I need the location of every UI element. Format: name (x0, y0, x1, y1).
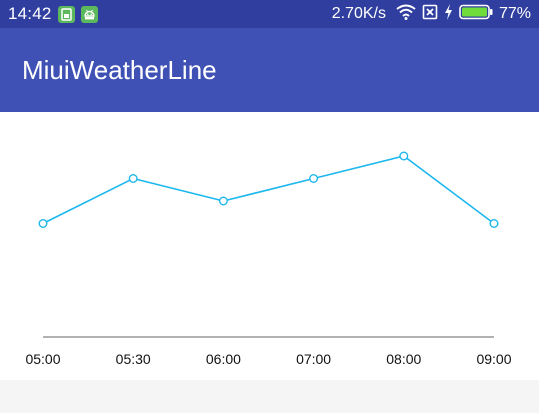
data-point (309, 174, 319, 184)
data-point (218, 196, 228, 206)
series-line-segment (133, 177, 224, 202)
series-line-segment (403, 155, 495, 225)
charging-icon (444, 3, 453, 25)
status-time: 14:42 (8, 4, 52, 23)
x-tick-label: 07:00 (296, 351, 331, 367)
data-point (38, 218, 48, 228)
series-line-segment (42, 177, 134, 225)
bottom-area (0, 380, 539, 413)
data-point (489, 218, 499, 228)
x-tick-label: 09:00 (476, 351, 511, 367)
weather-line-chart: 05:00 05:30 06:00 07:00 08:00 09:00 (25, 151, 512, 367)
chart-card: 05:00 05:30 06:00 07:00 08:00 09:00 (0, 112, 539, 380)
data-point (399, 151, 409, 161)
x-tick-label: 05:00 (25, 351, 60, 367)
x-tick-label: 05:30 (116, 351, 151, 367)
app-title: MiuiWeatherLine (22, 54, 217, 85)
network-speed: 2.70K/s (331, 5, 386, 22)
sim-app-icon (57, 5, 75, 23)
battery-percent: 77% (498, 5, 531, 22)
x-tick-label: 06:00 (206, 351, 241, 367)
wifi-icon (396, 4, 416, 25)
status-bar: 14:42 2.70K/s (0, 0, 539, 28)
data-point (128, 174, 138, 184)
android-app-icon (80, 5, 98, 23)
series-line-segment (313, 155, 404, 180)
series-line-segment (223, 177, 314, 202)
status-left: 14:42 (8, 4, 98, 24)
app-bar: MiuiWeatherLine (0, 28, 539, 112)
no-sim-icon (422, 4, 438, 25)
status-right: 2.70K/s (331, 3, 531, 25)
x-tick-label: 08:00 (386, 351, 421, 367)
battery-icon (459, 4, 493, 25)
